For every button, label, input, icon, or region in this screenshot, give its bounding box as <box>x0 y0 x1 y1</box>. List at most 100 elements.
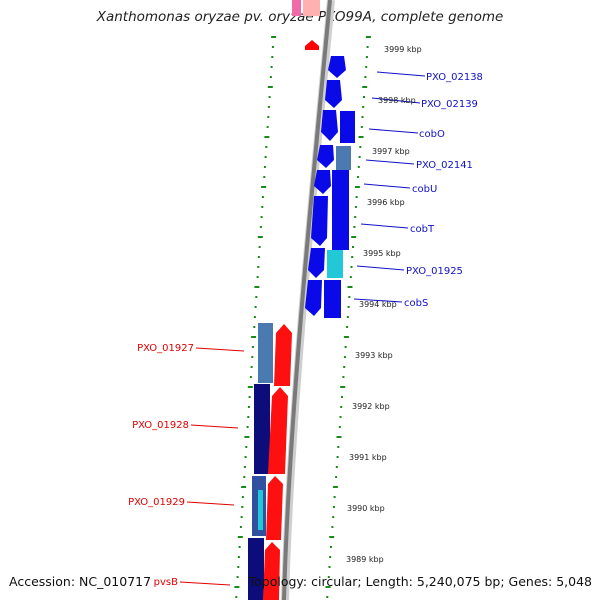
reverse-strand-genes <box>248 323 292 600</box>
scale-tick <box>358 156 361 158</box>
map-title: Xanthomonas oryzae pv. oryzae PXO99A, co… <box>96 9 504 25</box>
kbp-label: 3992 kbp <box>352 402 390 411</box>
scale-tick <box>360 126 363 128</box>
gene-block[interactable] <box>324 280 341 318</box>
scale-tick <box>247 386 253 388</box>
scale-tick <box>238 546 241 548</box>
scale-tick <box>365 66 368 68</box>
scale-tick <box>343 336 349 338</box>
scale-tick <box>327 576 330 578</box>
scale-tick <box>244 436 250 438</box>
gene-block[interactable] <box>340 111 355 143</box>
scale-tick <box>365 36 371 38</box>
scale-tick <box>261 196 264 198</box>
gene-label[interactable]: PXO_01929 <box>128 497 185 508</box>
gene-label[interactable]: PXO_02141 <box>416 160 473 171</box>
kbp-label: 3991 kbp <box>349 453 387 462</box>
gene-label[interactable]: cobT <box>410 224 435 235</box>
scale-tick <box>236 576 239 578</box>
kbp-label: 3990 kbp <box>347 504 385 513</box>
scale-tick <box>365 56 368 58</box>
gc-block-steel[interactable] <box>258 323 273 383</box>
top-segment-pink <box>292 0 301 16</box>
scale-tick <box>234 586 240 588</box>
gene-arrow-red[interactable] <box>266 476 283 540</box>
scale-tick <box>328 566 331 568</box>
scale-tick <box>340 386 346 388</box>
gene-label[interactable]: pvsB <box>154 577 178 588</box>
gene-label[interactable]: PXO_02138 <box>426 72 483 83</box>
kbp-labels: 3999 kbp 3998 kbp 3997 kbp 3996 kbp 3995… <box>346 45 422 564</box>
scale-tick <box>357 176 360 178</box>
gene-arrow[interactable] <box>308 248 325 278</box>
scale-tick <box>257 256 260 258</box>
scale-tick <box>261 186 267 188</box>
scale-tick <box>239 526 242 528</box>
scale-tick <box>362 86 368 88</box>
gc-block-dark[interactable] <box>248 538 264 600</box>
scale-tick <box>353 226 356 228</box>
scale-tick <box>263 166 266 168</box>
scale-tick <box>347 306 350 308</box>
kbp-label: 3996 kbp <box>367 198 405 207</box>
gene-block-cyan[interactable] <box>327 250 343 278</box>
gene-label[interactable]: cobU <box>412 184 437 195</box>
gene-arrow[interactable] <box>321 110 338 141</box>
scale-tick <box>351 236 357 238</box>
scale-tick <box>263 176 266 178</box>
scale-tick <box>264 136 270 138</box>
scale-tick <box>354 206 357 208</box>
scale-tick <box>267 106 270 108</box>
gene-arrow[interactable] <box>325 80 342 108</box>
gene-block-steel[interactable] <box>336 146 351 170</box>
gene-arrow[interactable] <box>305 280 322 316</box>
gene-label[interactable]: cobO <box>419 129 445 140</box>
scale-tick <box>245 446 248 448</box>
scale-tick <box>251 346 254 348</box>
gene-label[interactable]: PXO_01927 <box>137 343 194 354</box>
scale-tick <box>246 426 249 428</box>
scale-tick <box>344 346 347 348</box>
gc-block-cyan[interactable] <box>258 490 263 530</box>
scale-tick <box>335 476 338 478</box>
scale-tick <box>253 326 256 328</box>
gene-arrow[interactable] <box>317 145 334 168</box>
scale-tick <box>354 186 360 188</box>
scale-tick <box>358 136 364 138</box>
scale-tick <box>342 376 345 378</box>
gene-block[interactable] <box>332 170 349 250</box>
gene-arrow-red[interactable] <box>268 387 288 474</box>
gene-arrow-red[interactable] <box>263 542 280 600</box>
gc-block-dark[interactable] <box>254 384 270 474</box>
scale-tick <box>255 296 258 298</box>
gene-arrow[interactable] <box>311 196 328 246</box>
gene-arrow[interactable] <box>328 56 346 78</box>
scale-tick <box>343 366 346 368</box>
scale-tick <box>254 286 260 288</box>
accession-text: Accession: NC_010717 <box>9 574 152 589</box>
gene-label[interactable]: PXO_01925 <box>406 266 463 277</box>
scale-tick <box>269 76 272 78</box>
gene-arrow[interactable] <box>314 170 331 194</box>
scale-tick <box>237 536 243 538</box>
outer-scale-ticks <box>325 36 371 598</box>
scale-tick <box>241 486 247 488</box>
gene-label[interactable]: PXO_02139 <box>421 99 478 110</box>
gene-label[interactable]: cobS <box>404 298 428 309</box>
scale-tick <box>351 256 354 258</box>
scale-tick <box>267 116 270 118</box>
gene-arrow-red[interactable] <box>274 324 292 386</box>
scale-tick <box>362 106 365 108</box>
scale-tick <box>341 396 343 398</box>
scale-tick <box>271 56 274 58</box>
scale-tick <box>271 46 274 48</box>
scale-tick <box>347 286 353 288</box>
scale-tick <box>329 556 332 558</box>
gene-label[interactable]: PXO_01928 <box>132 420 189 431</box>
scale-tick <box>235 596 238 598</box>
scale-tick <box>366 46 369 48</box>
kbp-label: 3995 kbp <box>363 249 401 258</box>
scale-tick <box>354 216 357 218</box>
scale-tick <box>355 196 358 198</box>
